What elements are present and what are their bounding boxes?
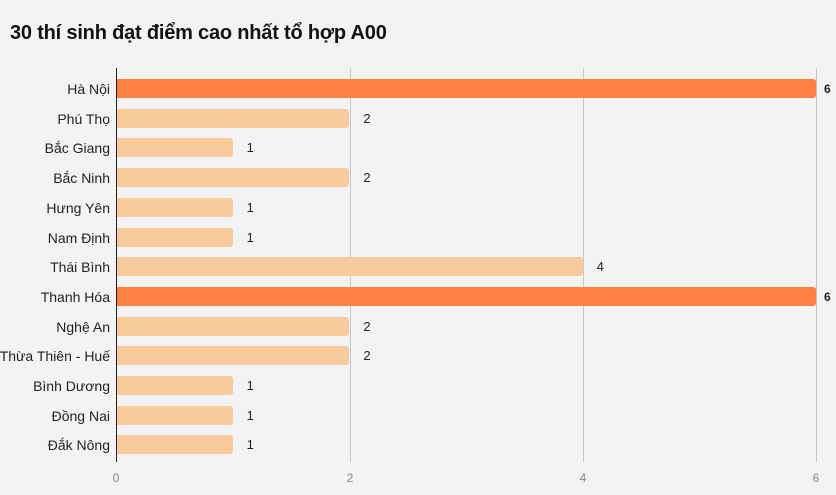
value-label: 6 xyxy=(824,82,831,96)
bar-row: Nam Định 1 xyxy=(0,227,836,248)
bar-row: Thái Bình 4 xyxy=(0,257,836,277)
value-label: 1 xyxy=(246,378,254,393)
bar-row: Phú Thọ 2 xyxy=(0,108,836,129)
category-label: Thừa Thiên - Huế xyxy=(0,348,110,365)
bar-row: Bắc Giang 1 xyxy=(0,138,836,158)
bar-row: Thừa Thiên - Huế 2 xyxy=(0,346,836,366)
category-label: Đồng Nai xyxy=(51,407,110,424)
y-axis-line xyxy=(116,68,117,462)
bar[interactable] xyxy=(117,138,233,158)
bar[interactable] xyxy=(117,405,233,425)
bar-row: Hà Nội 6 xyxy=(0,79,836,99)
bar[interactable] xyxy=(117,168,350,188)
value-label: 1 xyxy=(246,140,254,156)
value-label: 1 xyxy=(246,199,254,215)
bar-row: Hưng Yên 1 xyxy=(0,197,836,218)
category-label: Bắc Ninh xyxy=(53,170,110,187)
bar-row: Bắc Ninh 2 xyxy=(0,168,836,188)
value-label: 6 xyxy=(824,289,831,304)
bar-row: Bình Dương 1 xyxy=(0,376,836,396)
bar-row: Nghệ An 2 xyxy=(0,316,836,337)
bar[interactable] xyxy=(117,346,350,366)
category-label: Đắk Nông xyxy=(47,437,110,454)
bar-row: Đắk Nông 1 xyxy=(0,435,836,455)
gridline xyxy=(583,68,584,462)
category-label: Phú Thọ xyxy=(57,110,110,127)
value-label: 1 xyxy=(246,229,254,245)
value-label: 2 xyxy=(363,110,371,126)
category-label: Nam Định xyxy=(47,229,110,246)
value-label: 1 xyxy=(246,407,254,423)
bar[interactable] xyxy=(117,316,350,336)
value-label: 1 xyxy=(246,437,254,453)
category-label: Thanh Hóa xyxy=(40,288,110,305)
category-label: Bình Dương xyxy=(33,378,110,394)
x-tick-label: 4 xyxy=(579,471,587,485)
bar[interactable] xyxy=(117,79,816,98)
value-label: 2 xyxy=(363,318,371,334)
bar[interactable] xyxy=(117,227,233,247)
x-tick-label: 0 xyxy=(112,471,120,485)
category-label: Nghệ An xyxy=(56,318,110,335)
bar-row: Thanh Hóa 6 xyxy=(0,286,836,307)
value-label: 2 xyxy=(363,170,371,186)
bar[interactable] xyxy=(117,197,233,217)
x-tick-label: 6 xyxy=(812,471,820,485)
bar[interactable] xyxy=(117,108,350,128)
bar-row: Đồng Nai 1 xyxy=(0,405,836,426)
bar[interactable] xyxy=(117,435,233,455)
x-tick-label: 2 xyxy=(346,471,354,485)
bar[interactable] xyxy=(117,257,583,277)
value-label: 2 xyxy=(363,348,371,364)
value-label: 4 xyxy=(596,259,604,275)
bar[interactable] xyxy=(117,286,816,306)
category-label: Thái Bình xyxy=(50,259,110,276)
gridline xyxy=(816,68,817,462)
category-label: Hà Nội xyxy=(67,81,110,97)
chart-title: 30 thí sinh đạt điểm cao nhất tổ hợp A00 xyxy=(10,22,387,44)
bar[interactable] xyxy=(117,376,233,395)
category-label: Bắc Giang xyxy=(44,140,110,157)
category-label: Hưng Yên xyxy=(46,199,110,216)
